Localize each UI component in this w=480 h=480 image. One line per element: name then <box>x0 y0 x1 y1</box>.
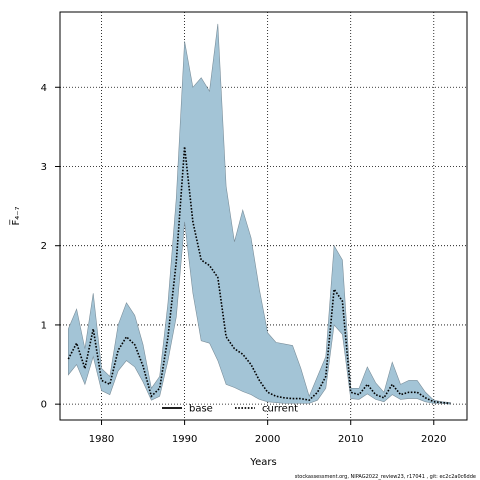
y-tick-label-0: 0 <box>41 400 47 411</box>
confidence-band-group <box>68 23 451 405</box>
confidence-band <box>68 23 451 405</box>
legend-label-base: base <box>189 404 213 415</box>
y-axis: 0 1 2 3 4 <box>41 83 60 411</box>
x-tick-label-1990: 1990 <box>172 434 197 445</box>
footer-credit: stockassessment.org, NIPAG2022_review23,… <box>295 474 476 480</box>
y-axis-title: F̅₄₋₇ <box>9 206 22 225</box>
legend-label-current: current <box>262 404 298 415</box>
x-axis: 1980 1990 2000 2010 2020 <box>89 420 447 445</box>
legend: base current <box>162 404 298 415</box>
x-tick-label-2020: 2020 <box>421 434 446 445</box>
x-tick-label-1980: 1980 <box>89 434 114 445</box>
x-axis-title: Years <box>249 457 276 468</box>
y-tick-label-2: 2 <box>41 241 47 252</box>
y-tick-label-4: 4 <box>41 83 47 94</box>
series-lines <box>67 146 451 405</box>
series-line-current <box>67 146 451 405</box>
x-tick-label-2010: 2010 <box>338 434 363 445</box>
y-tick-label-1: 1 <box>41 320 47 331</box>
x-tick-label-2000: 2000 <box>255 434 280 445</box>
plot-frame <box>59 11 468 421</box>
y-tick-label-3: 3 <box>41 162 47 173</box>
